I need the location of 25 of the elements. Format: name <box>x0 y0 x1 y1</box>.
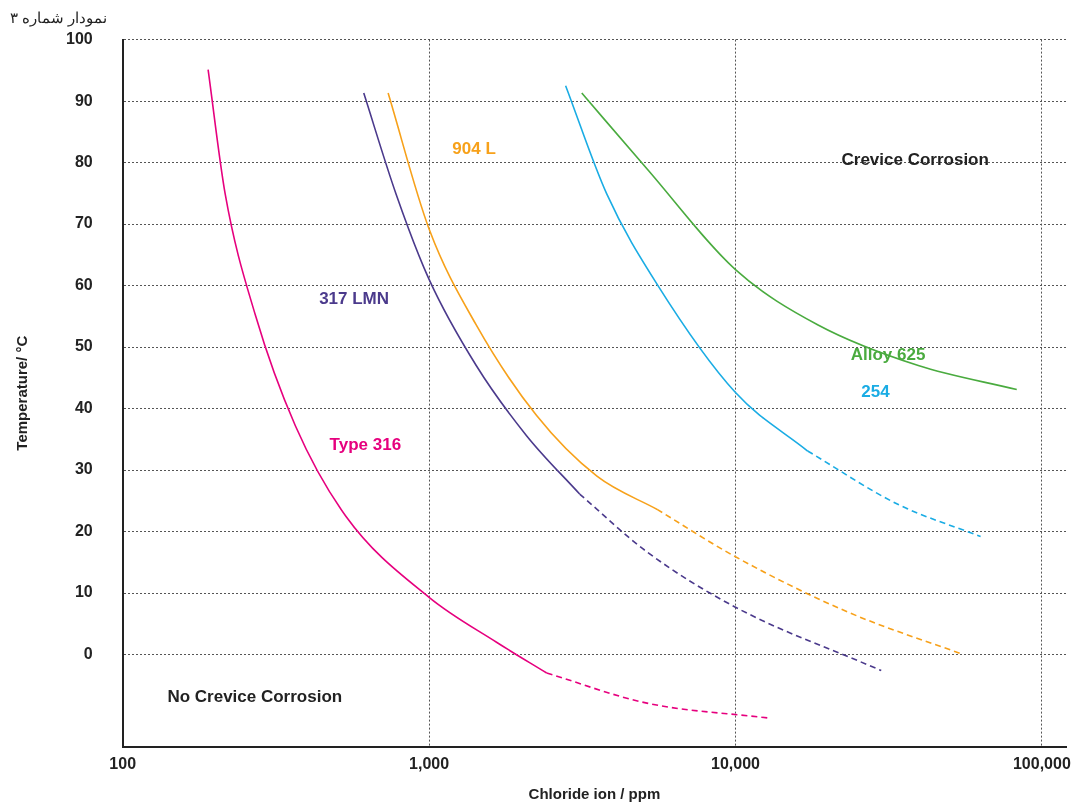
y-tick-label: 10 <box>74 583 93 601</box>
y-tick-label: 0 <box>83 644 93 662</box>
x-tick-label: 1,000 <box>409 754 450 772</box>
y-tick-label: 80 <box>74 153 93 170</box>
y-tick-label: 20 <box>74 521 93 539</box>
y-tick-label: 90 <box>74 91 93 109</box>
text: 317 LMN <box>319 289 390 309</box>
text: 904 L <box>452 138 496 158</box>
y-tick-label: 30 <box>74 460 93 478</box>
y-axis-title: Temperature/ °C <box>13 335 31 451</box>
x-tick-label: 100,000 <box>1012 754 1071 772</box>
x-tick-label: 10,000 <box>711 754 761 772</box>
y-tick-label: 50 <box>74 337 93 355</box>
series-label: Alloy 625 <box>850 344 926 364</box>
y-tick-label: 60 <box>74 275 93 293</box>
annotation: No Crevice Corrosion <box>167 686 343 706</box>
y-tick-label: 40 <box>74 398 93 416</box>
y-tick-label: 70 <box>74 214 93 232</box>
text: 254 <box>861 382 891 402</box>
x-tick-label: 100 <box>109 754 137 772</box>
x-axis-title: Chloride ion / ppm <box>528 785 661 803</box>
y-tick-label: 100 <box>65 30 93 48</box>
annotation: Crevice Corrosion <box>841 149 989 169</box>
chart-title: نمودار شماره ۳ <box>10 8 108 27</box>
series-label: Type 316 <box>329 435 402 455</box>
